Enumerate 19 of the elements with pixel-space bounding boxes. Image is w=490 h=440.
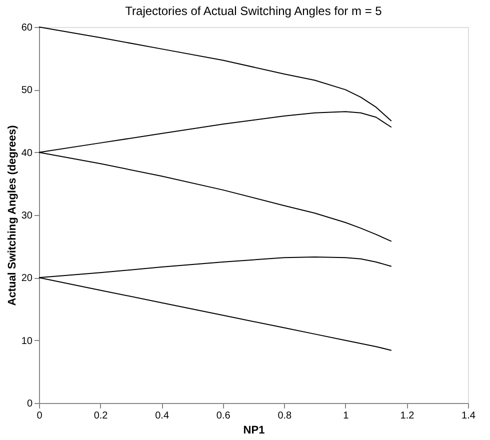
y-tick-label: 10 — [21, 336, 33, 347]
x-tick-label: 0.6 — [216, 410, 231, 422]
x-tick-label: 0.2 — [94, 410, 108, 422]
line-series — [38, 26, 392, 122]
x-tick-label: 0.8 — [278, 410, 292, 422]
y-tick-label: 20 — [21, 273, 33, 284]
x-tick-label: 1.2 — [400, 410, 415, 422]
y-tick-label: 50 — [21, 85, 33, 96]
x-tick-label: 1.4 — [462, 410, 476, 422]
x-tick-label: 0.4 — [155, 410, 170, 422]
y-tick-label: 0 — [26, 398, 33, 410]
x-tick-label: 0 — [36, 410, 43, 422]
x-tick-label: 1 — [343, 410, 350, 422]
x-axis-title: NP1 — [243, 424, 265, 436]
y-tick-label: 30 — [21, 210, 33, 222]
y-tick-label: 40 — [21, 148, 33, 159]
chart-title: Trajectories of Actual Switching Angles for m = 5 — [125, 4, 382, 18]
y-axis-title: Actual Switching Angles (degrees) — [6, 124, 18, 306]
y-tick-label: 60 — [21, 22, 33, 34]
